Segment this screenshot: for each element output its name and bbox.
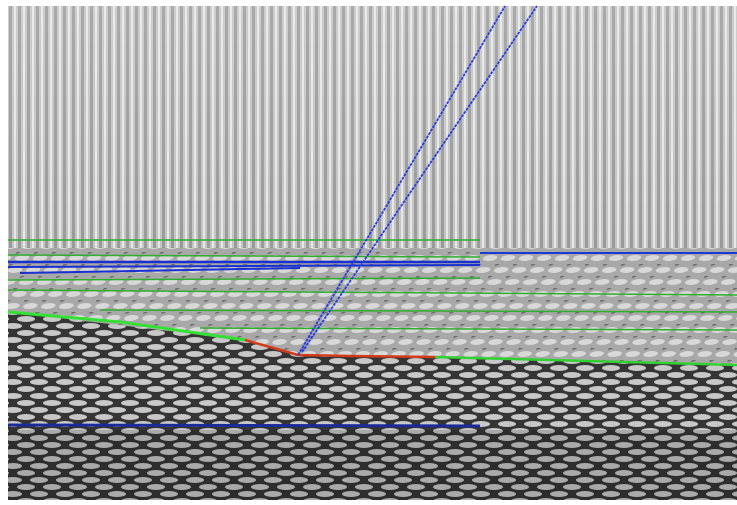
lower-shade <box>8 430 737 500</box>
green-line <box>199 327 737 331</box>
middle-region <box>8 248 737 365</box>
green-line <box>7 277 481 281</box>
green-line <box>7 289 737 296</box>
interface-line <box>434 355 737 367</box>
blue-line <box>19 267 301 274</box>
upper-haze <box>8 6 737 246</box>
diagonal-line <box>301 5 538 353</box>
blue-line <box>7 264 481 268</box>
interface-red-segment <box>244 338 436 359</box>
diagonal-line <box>297 5 506 356</box>
dark-blue-line <box>7 423 481 428</box>
interface-line <box>7 310 246 342</box>
overlay-lines <box>7 5 737 428</box>
lower-region <box>8 312 737 500</box>
green-line <box>99 309 737 313</box>
green-line <box>7 254 481 258</box>
